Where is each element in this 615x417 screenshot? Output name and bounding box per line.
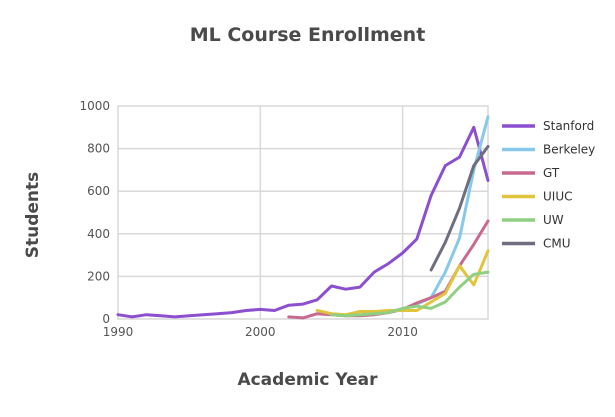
y-tick-label: 600 bbox=[87, 184, 110, 198]
y-tick-label: 1000 bbox=[79, 99, 110, 113]
x-tick-label: 1990 bbox=[103, 325, 134, 339]
y-tick-label: 800 bbox=[87, 142, 110, 156]
series-line-cmu bbox=[429, 145, 490, 272]
legend-label-uw: UW bbox=[543, 213, 564, 227]
axes: 0 200 400 600 800 1000 1990 2000 2010 bbox=[79, 99, 417, 339]
grid bbox=[117, 105, 489, 320]
series-line-uw bbox=[330, 270, 490, 318]
series-lines bbox=[116, 115, 490, 320]
chart-title: ML Course Enrollment bbox=[189, 24, 426, 46]
x-tick-label: 2000 bbox=[245, 325, 276, 339]
legend-label-cmu: CMU bbox=[543, 237, 571, 251]
plot-frame bbox=[117, 105, 489, 320]
legend-label-berkeley: Berkeley bbox=[543, 143, 595, 157]
legend-label-uiuc: UIUC bbox=[543, 190, 572, 204]
y-tick-label: 400 bbox=[87, 227, 110, 241]
y-tick-label: 200 bbox=[87, 269, 110, 283]
x-tick-label: 2010 bbox=[387, 325, 418, 339]
legend-label-gt: GT bbox=[543, 166, 560, 180]
series-line-stanford bbox=[116, 125, 490, 319]
y-tick-label: 0 bbox=[102, 312, 110, 326]
legend: Stanford Berkeley GT UIUC UW CMU bbox=[502, 119, 595, 251]
legend-label-stanford: Stanford bbox=[543, 119, 594, 133]
x-axis-label: Academic Year bbox=[237, 370, 378, 390]
